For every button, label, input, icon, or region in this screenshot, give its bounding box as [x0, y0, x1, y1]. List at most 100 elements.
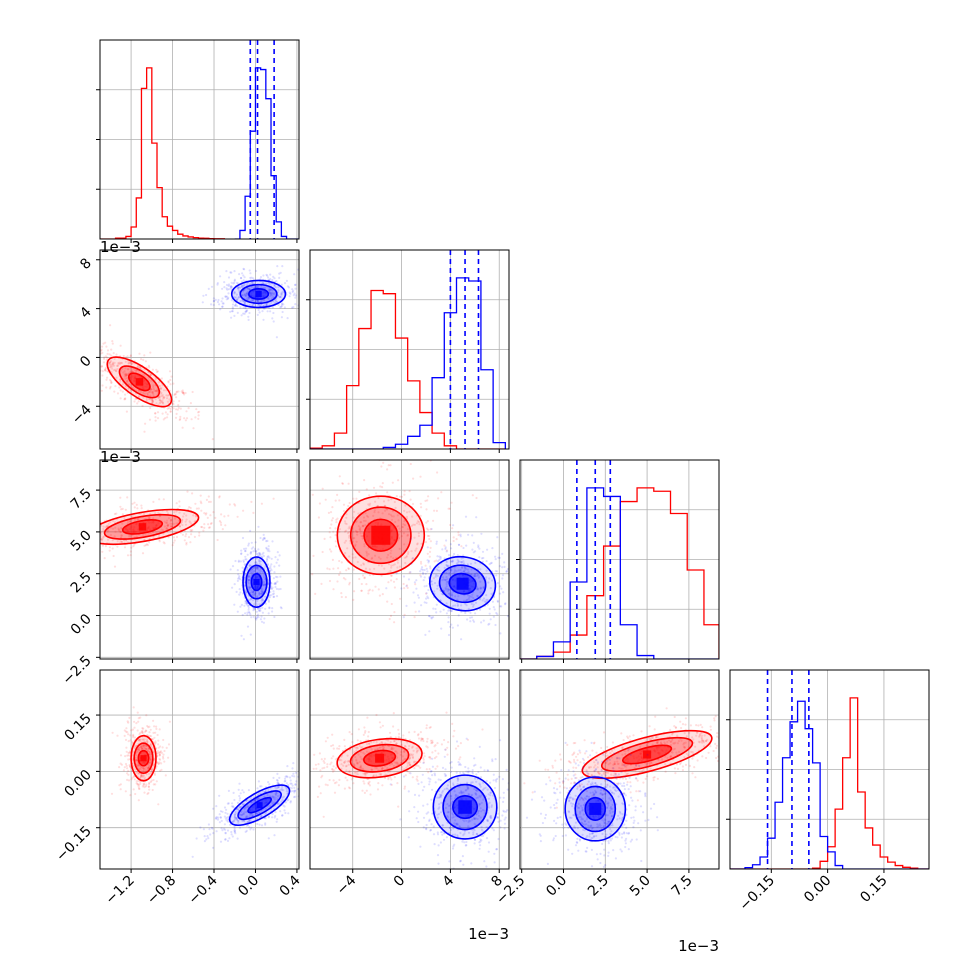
scatter-point [472, 574, 475, 577]
scatter-point [400, 535, 403, 538]
scatter-point [338, 530, 341, 534]
scatter-point [162, 529, 165, 532]
scatter-point [357, 525, 360, 528]
scatter-point [189, 541, 192, 544]
scatter-point [197, 507, 200, 510]
scatter-point [397, 805, 400, 808]
scatter-point [582, 759, 586, 762]
scatter-point [343, 761, 346, 764]
scatter-point [415, 587, 418, 590]
scatter-point [480, 557, 484, 560]
scatter-point [352, 516, 355, 519]
scatter-point [139, 740, 142, 743]
scatter-point [476, 595, 480, 598]
scatter-point [271, 306, 274, 309]
scatter-point [406, 586, 409, 590]
scatter-point [141, 747, 144, 750]
scatter-point [224, 295, 227, 298]
scatter-point [361, 746, 364, 749]
scatter-point [244, 294, 247, 298]
scatter-point [426, 559, 429, 562]
scatter-point [393, 761, 396, 764]
scatter-point [666, 740, 669, 744]
scatter-point [288, 291, 291, 294]
scatter-point [53, 335, 55, 337]
scatter-point [125, 374, 128, 377]
scatter-point [106, 376, 109, 379]
scatter-point [451, 626, 454, 629]
scatter-point [593, 766, 596, 769]
scatter-point [233, 503, 236, 506]
scatter-point [574, 741, 577, 745]
scatter-point [174, 517, 177, 520]
scatter-point [185, 533, 188, 536]
scatter-point [387, 513, 391, 516]
scatter-point [355, 759, 358, 762]
scatter-point [259, 555, 262, 558]
scatter-point [168, 398, 171, 401]
scatter-point [162, 397, 165, 400]
contour-line [349, 506, 412, 565]
scatter-point [448, 571, 451, 574]
scatter-point [446, 753, 449, 756]
scatter-point [405, 511, 409, 514]
scatter-point [340, 767, 343, 770]
scatter-point [426, 534, 429, 538]
scatter-point [111, 731, 114, 734]
panel-3-3 [730, 670, 929, 869]
scatter-point [703, 745, 706, 748]
density-core [375, 753, 385, 763]
scatter-point [130, 546, 133, 549]
scatter-point [611, 767, 614, 770]
scatter-point [677, 750, 681, 754]
scatter-point [234, 304, 237, 307]
scatter-point [254, 593, 257, 596]
scatter-point [140, 745, 143, 748]
scatter-point [558, 785, 562, 788]
scatter-point [109, 533, 112, 537]
scatter-point [485, 594, 488, 597]
scatter-point [272, 590, 275, 593]
scatter-point [411, 753, 414, 756]
scatter-point [364, 512, 367, 515]
scatter-point [187, 407, 190, 410]
scatter-point [117, 528, 120, 531]
scatter-point [347, 786, 351, 789]
scatter-point [244, 600, 247, 603]
scatter-point [266, 586, 270, 589]
scatter-point [446, 580, 449, 584]
scatter-point [635, 777, 638, 780]
scatter-point [378, 594, 381, 597]
scatter-point [218, 496, 221, 499]
scatter-point [76, 554, 78, 556]
scatter-point [117, 527, 120, 530]
scatter-point [112, 362, 115, 365]
scatter-point [199, 494, 202, 497]
scatter-point [169, 522, 172, 525]
scatter-point [359, 530, 362, 533]
scatter-point [304, 292, 306, 294]
scatter-point [111, 367, 114, 370]
scatter-point [706, 738, 709, 741]
scatter-point [100, 349, 103, 352]
scatter-point [427, 559, 431, 563]
scatter-point [239, 605, 242, 608]
scatter-point [389, 464, 392, 467]
scatter-point [255, 618, 258, 621]
pair-0-0-2 [76, 490, 275, 568]
scatter-point [116, 364, 119, 367]
scatter-point [254, 599, 257, 602]
scatter-point [115, 512, 118, 515]
scatter-point [636, 799, 640, 802]
scatter-point [400, 768, 403, 771]
scatter-point [447, 621, 450, 624]
scatter-point [469, 562, 473, 565]
scatter-point [656, 741, 659, 745]
scatter-point [156, 389, 159, 392]
scatter-point [330, 523, 333, 526]
scatter-point [119, 754, 123, 757]
scatter-point [380, 741, 383, 744]
scatter-point [226, 297, 230, 300]
scatter-point [313, 753, 316, 756]
scatter-point [283, 306, 286, 309]
